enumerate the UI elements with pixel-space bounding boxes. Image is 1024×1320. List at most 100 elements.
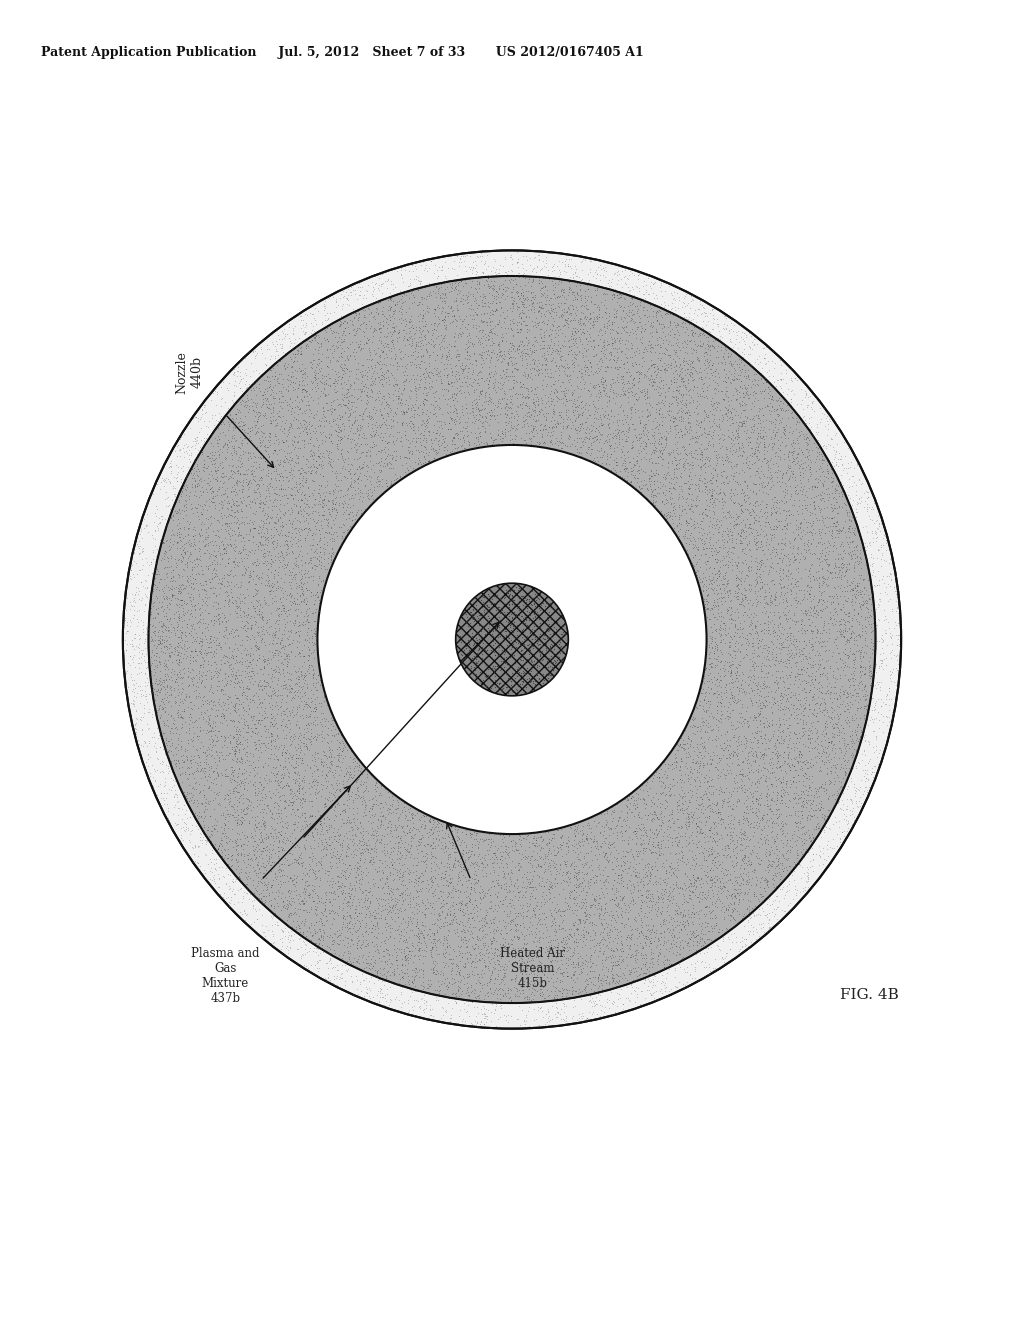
Point <box>276 451 293 473</box>
Point <box>828 628 845 649</box>
Point <box>397 880 414 902</box>
Point <box>819 560 836 581</box>
Point <box>630 315 646 337</box>
Point <box>488 293 505 314</box>
Point <box>733 582 750 603</box>
Point <box>791 536 807 557</box>
Point <box>538 861 554 882</box>
Point <box>345 808 361 829</box>
Point <box>329 793 345 814</box>
Point <box>389 352 406 374</box>
Point <box>846 680 862 701</box>
Point <box>555 933 571 954</box>
Point <box>565 822 582 843</box>
Point <box>764 438 780 459</box>
Point <box>696 359 713 380</box>
Point <box>175 500 191 521</box>
Point <box>275 572 292 593</box>
Point <box>365 795 381 816</box>
Point <box>582 259 598 280</box>
Point <box>230 693 247 714</box>
Point <box>496 587 512 609</box>
Point <box>745 396 762 417</box>
Point <box>699 455 716 477</box>
Point <box>185 627 202 648</box>
Point <box>678 418 694 440</box>
Point <box>325 490 341 511</box>
Point <box>333 866 349 887</box>
Point <box>700 644 717 665</box>
Point <box>133 521 150 543</box>
Point <box>692 818 709 840</box>
Point <box>856 729 872 750</box>
Point <box>189 760 206 781</box>
Point <box>228 851 245 873</box>
Point <box>850 602 866 623</box>
Point <box>240 803 256 824</box>
Point <box>868 661 885 682</box>
Point <box>208 591 224 612</box>
Point <box>574 876 591 898</box>
Point <box>844 615 860 636</box>
Point <box>618 268 635 289</box>
Point <box>684 326 700 347</box>
Point <box>844 814 860 836</box>
Point <box>352 331 369 352</box>
Point <box>565 952 582 973</box>
Point <box>810 601 826 622</box>
Point <box>253 420 269 441</box>
Point <box>500 941 516 962</box>
Point <box>446 814 463 836</box>
Point <box>526 671 543 692</box>
Point <box>248 738 264 759</box>
Point <box>522 281 539 302</box>
Point <box>263 726 280 747</box>
Point <box>173 549 189 570</box>
Point <box>233 380 250 401</box>
Point <box>487 883 504 904</box>
Point <box>433 404 450 425</box>
Point <box>760 611 776 632</box>
Point <box>194 818 210 840</box>
Point <box>202 572 218 593</box>
Point <box>740 560 757 581</box>
Point <box>543 665 559 686</box>
Point <box>477 405 494 426</box>
Point <box>673 420 689 441</box>
Point <box>745 884 762 906</box>
Point <box>460 981 476 1002</box>
Point <box>434 296 451 317</box>
Point <box>222 710 239 731</box>
Point <box>287 645 303 667</box>
Point <box>510 342 526 363</box>
Point <box>564 977 581 998</box>
Point <box>693 368 710 389</box>
Point <box>712 801 728 822</box>
Point <box>579 339 595 360</box>
Point <box>268 341 285 362</box>
Point <box>880 591 896 612</box>
Point <box>315 537 332 558</box>
Point <box>521 874 538 895</box>
Point <box>304 524 321 545</box>
Point <box>802 602 818 623</box>
Point <box>305 442 322 463</box>
Point <box>280 537 296 558</box>
Point <box>227 652 244 673</box>
Point <box>187 676 204 697</box>
Point <box>150 598 166 619</box>
Point <box>641 888 657 909</box>
Point <box>572 269 589 290</box>
Point <box>380 289 396 310</box>
Point <box>668 873 684 894</box>
Point <box>402 407 419 428</box>
Point <box>737 928 754 949</box>
Point <box>759 639 775 660</box>
Point <box>386 374 402 395</box>
Point <box>850 796 866 817</box>
Point <box>627 465 643 486</box>
Point <box>645 425 662 446</box>
Point <box>711 301 727 322</box>
Point <box>650 440 667 461</box>
Point <box>676 739 692 760</box>
